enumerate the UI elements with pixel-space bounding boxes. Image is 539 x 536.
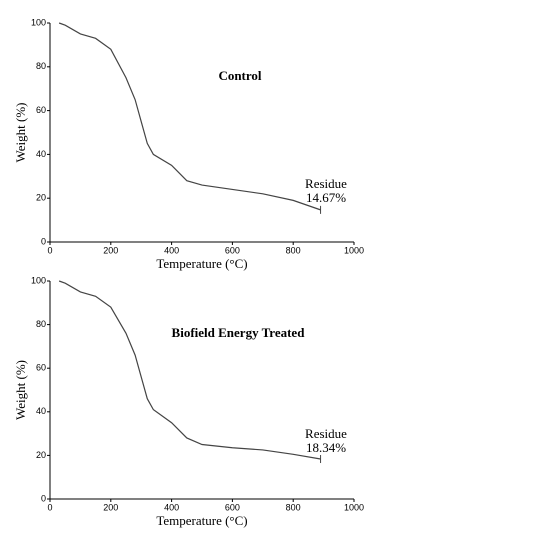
x-axis-label: Temperature (°C) — [156, 256, 247, 271]
y-axis-label: Weight (%) — [13, 103, 28, 163]
y-axis-label: Weight (%) — [13, 360, 28, 420]
annotation: Residue — [305, 176, 347, 191]
y-tick-label: 0 — [41, 236, 46, 246]
x-tick-label: 400 — [164, 502, 179, 512]
chart-label: Biofield Energy Treated — [172, 325, 306, 340]
data-line — [58, 22, 321, 211]
y-tick-label: 80 — [36, 319, 46, 329]
y-tick-label: 80 — [36, 61, 46, 71]
y-tick-label: 0 — [41, 493, 46, 503]
x-tick-label: 0 — [47, 245, 52, 255]
x-tick-label: 400 — [164, 245, 179, 255]
x-tick-label: 200 — [103, 245, 118, 255]
y-tick-label: 60 — [36, 105, 46, 115]
y-tick-label: 40 — [36, 149, 46, 159]
data-line — [58, 280, 321, 460]
annotation: 18.34% — [306, 440, 346, 455]
x-axis-label: Temperature (°C) — [156, 513, 247, 528]
x-tick-label: 1000 — [344, 245, 364, 255]
annotation: 14.67% — [306, 190, 346, 205]
x-tick-label: 800 — [286, 502, 301, 512]
x-tick-label: 600 — [225, 245, 240, 255]
y-tick-label: 60 — [36, 363, 46, 373]
y-tick-label: 20 — [36, 450, 46, 460]
y-tick-label: 100 — [31, 17, 46, 27]
x-tick-label: 0 — [47, 502, 52, 512]
x-tick-label: 200 — [103, 502, 118, 512]
x-tick-label: 800 — [286, 245, 301, 255]
chart-label: Control — [218, 68, 261, 83]
y-tick-label: 100 — [31, 275, 46, 285]
x-tick-label: 600 — [225, 502, 240, 512]
y-tick-label: 40 — [36, 406, 46, 416]
annotation: Residue — [305, 426, 347, 441]
y-tick-label: 20 — [36, 193, 46, 203]
x-tick-label: 1000 — [344, 502, 364, 512]
